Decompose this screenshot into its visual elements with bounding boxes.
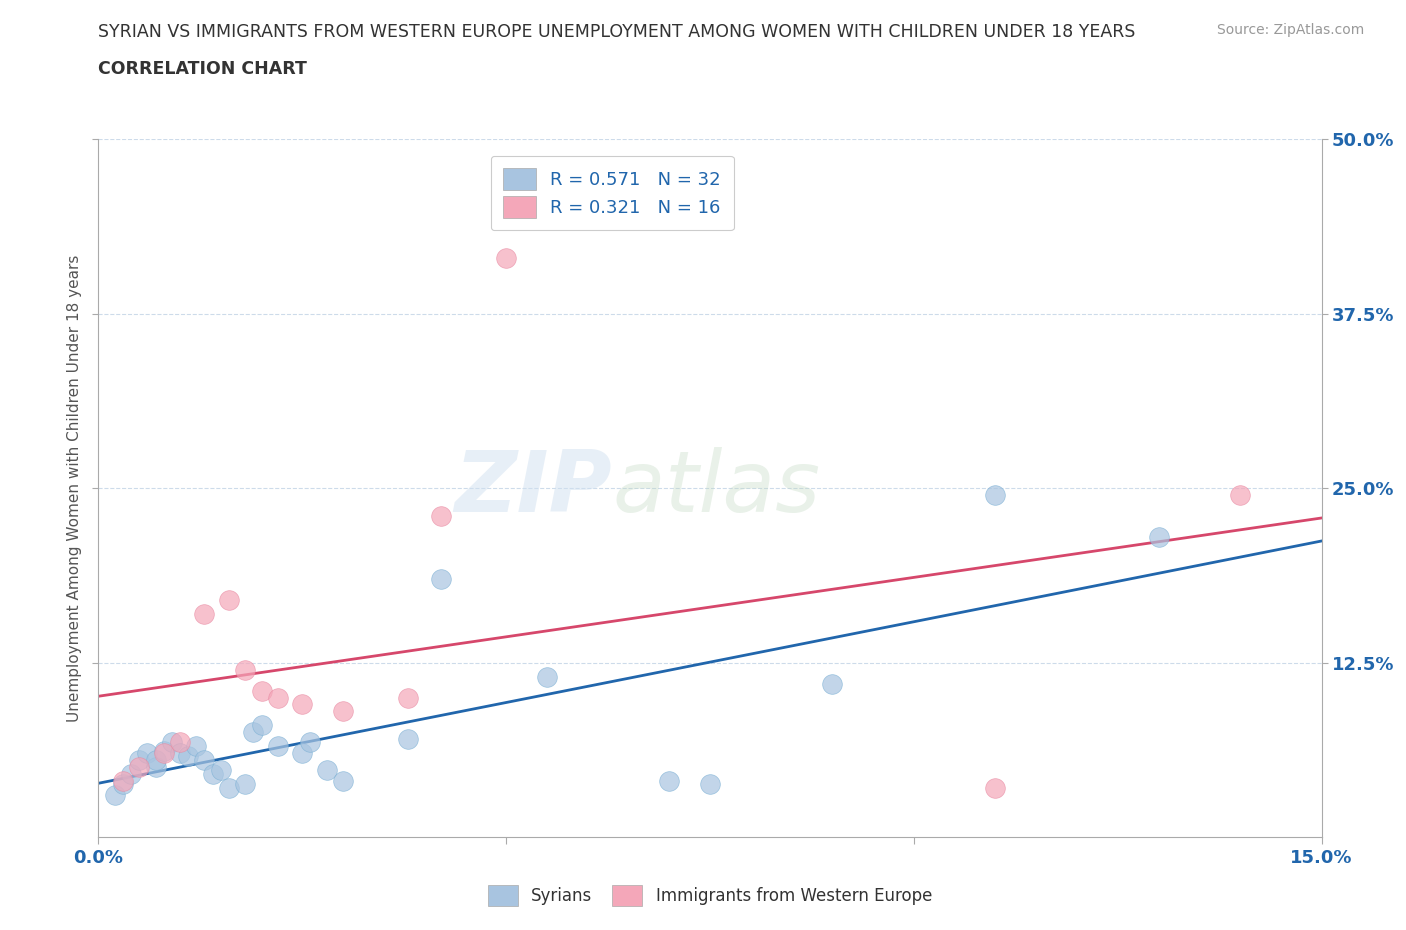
Text: atlas: atlas (612, 446, 820, 530)
Point (495, 251, 517, 266)
Point (291, 698, 314, 712)
Point (145, 760, 167, 775)
Point (1147, 530, 1170, 545)
Point (104, 788, 127, 803)
Point (1229, 488, 1251, 503)
Point (111, 777, 134, 791)
Point (332, 704, 354, 719)
Point (299, 735, 322, 750)
Point (128, 753, 150, 768)
Point (111, 774, 134, 789)
Y-axis label: Unemployment Among Women with Children Under 18 years: Unemployment Among Women with Children U… (66, 255, 82, 722)
Point (209, 763, 232, 777)
Text: SYRIAN VS IMMIGRANTS FROM WESTERN EUROPE UNEMPLOYMENT AMONG WOMEN WITH CHILDREN : SYRIAN VS IMMIGRANTS FROM WESTERN EUROPE… (98, 23, 1136, 41)
Point (332, 774, 354, 789)
Point (145, 753, 167, 768)
Point (233, 662, 256, 677)
Text: Source: ZipAtlas.com: Source: ZipAtlas.com (1216, 23, 1364, 37)
Point (250, 718, 273, 733)
Point (984, 781, 1007, 796)
Point (233, 777, 256, 791)
Point (430, 509, 453, 524)
Point (250, 683, 273, 698)
Point (186, 738, 208, 753)
Point (177, 749, 200, 764)
Point (120, 766, 142, 781)
Point (152, 743, 174, 758)
Point (169, 746, 191, 761)
Point (193, 606, 215, 621)
Point (315, 763, 337, 777)
Point (430, 571, 453, 587)
Point (267, 738, 290, 753)
Point (128, 760, 150, 775)
Point (984, 488, 1007, 503)
Point (201, 766, 224, 781)
Point (218, 781, 240, 796)
Point (396, 732, 419, 747)
Text: CORRELATION CHART: CORRELATION CHART (98, 60, 308, 78)
Text: ZIP: ZIP (454, 446, 612, 530)
Point (699, 777, 721, 791)
Point (242, 725, 264, 740)
Point (396, 690, 419, 705)
Legend: Syrians, Immigrants from Western Europe: Syrians, Immigrants from Western Europe (481, 879, 939, 912)
Point (136, 746, 159, 761)
Point (193, 753, 215, 768)
Point (658, 774, 681, 789)
Point (536, 670, 558, 684)
Point (169, 735, 191, 750)
Point (160, 735, 183, 750)
Point (152, 746, 174, 761)
Point (821, 676, 844, 691)
Point (291, 746, 314, 761)
Point (267, 690, 290, 705)
Point (218, 592, 240, 607)
